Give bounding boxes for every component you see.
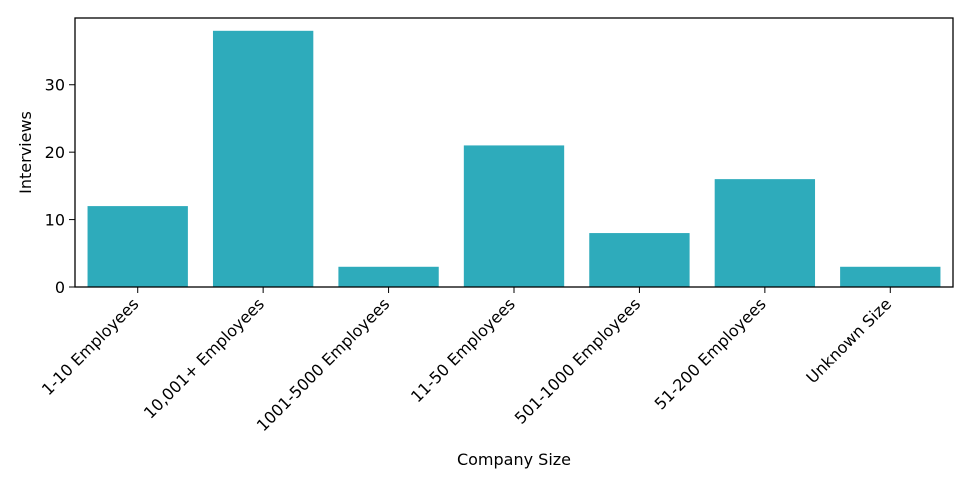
x-axis-label: Company Size <box>457 450 571 469</box>
y-tick-label: 20 <box>45 143 65 162</box>
bar-6 <box>840 266 941 287</box>
y-axis-label: Interviews <box>16 111 35 194</box>
y-tick-label: 0 <box>55 278 65 297</box>
bar-0 <box>87 206 188 287</box>
plot-frame <box>74 17 954 288</box>
bar-4 <box>589 233 690 287</box>
bar-5 <box>714 179 816 287</box>
y-axis-ticks: 0 10 20 30 <box>45 76 75 297</box>
bar-1 <box>212 30 314 288</box>
bar-2 <box>338 266 439 287</box>
bars-group <box>87 30 941 288</box>
y-tick-label: 30 <box>45 76 65 95</box>
bar-3 <box>463 145 565 287</box>
y-tick-label: 10 <box>45 211 65 230</box>
